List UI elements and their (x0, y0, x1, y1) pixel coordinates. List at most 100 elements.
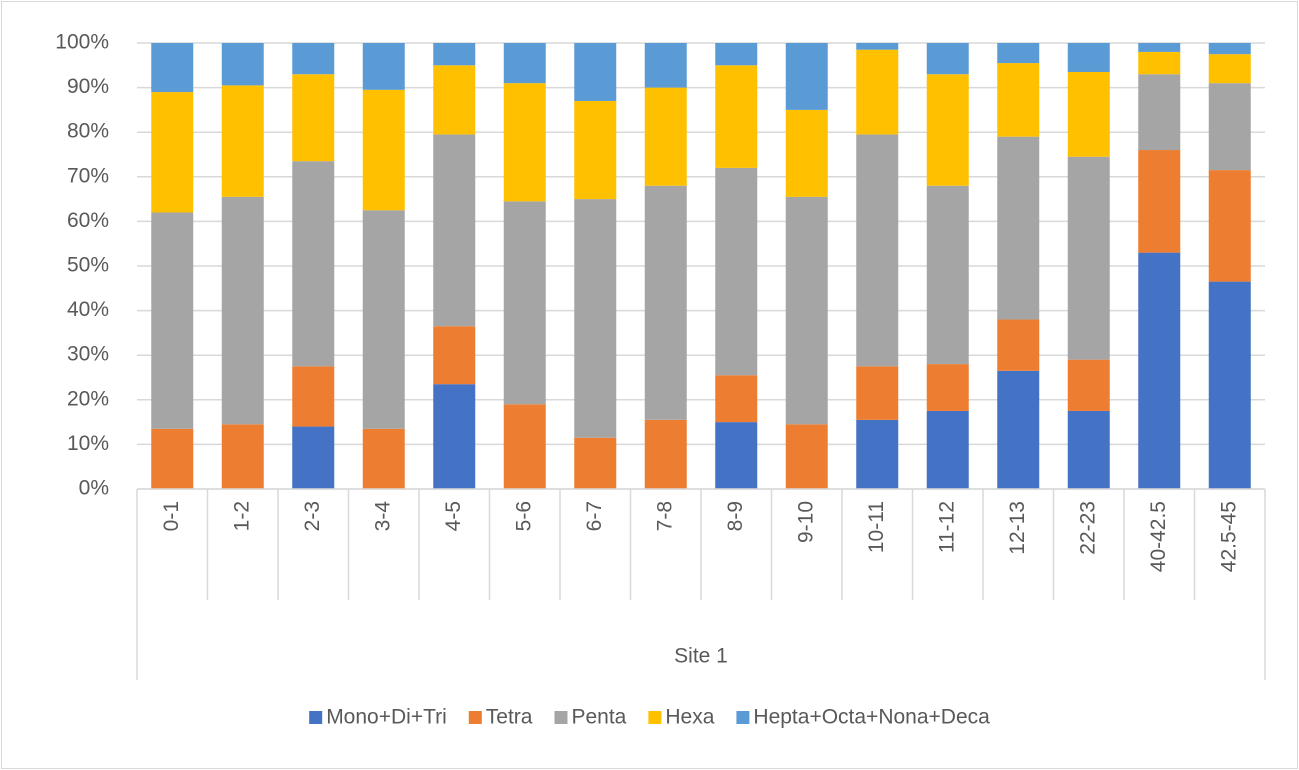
bar-segment (785, 196, 828, 425)
x-tick-label: 22-23 (1076, 501, 1099, 555)
x-tick-label: 6-7 (583, 501, 606, 531)
x-tick-label: 42.5-45 (1217, 501, 1240, 572)
bar-segment (1138, 150, 1181, 253)
legend-swatch (309, 711, 323, 724)
y-tick-label: 100% (55, 31, 109, 54)
bar-segment (856, 134, 899, 367)
bar-segment (574, 437, 617, 489)
bar-segment (221, 85, 264, 197)
bar-segment (997, 136, 1040, 320)
bar-segment (1067, 71, 1110, 157)
bar-segment (503, 83, 546, 202)
x-tick-label: 2-3 (301, 501, 324, 531)
bar-segment (151, 92, 194, 213)
bar-segment (1138, 43, 1181, 52)
x-tick-label: 8-9 (724, 501, 747, 531)
bar-segment (503, 201, 546, 405)
bar-segment (433, 326, 476, 385)
bar-segment (151, 212, 194, 429)
bar-segment (362, 428, 405, 489)
bar-segment (433, 384, 476, 489)
legend-label: Mono+Di+Tri (326, 706, 447, 729)
legend-swatch (736, 711, 750, 724)
bar-segment (1208, 170, 1251, 282)
x-axis-label: Site 1 (674, 645, 728, 668)
bar-segment (362, 89, 405, 211)
x-tick-label: 10-11 (865, 501, 888, 553)
x-tick-label: 9-10 (794, 501, 817, 543)
bar-segment (1208, 43, 1251, 55)
bar-segment (503, 43, 546, 84)
bar-segment (1138, 51, 1181, 75)
bar-segment (433, 43, 476, 66)
bar-segment (715, 375, 758, 423)
legend-swatch (554, 711, 568, 724)
bar-segment (715, 43, 758, 66)
bar-segment (715, 167, 758, 376)
bar-segment (1067, 43, 1110, 72)
y-tick-label: 50% (67, 254, 109, 277)
bar-segment (574, 43, 617, 101)
y-tick-label: 30% (67, 343, 109, 366)
bar-segment (221, 424, 264, 489)
bar-segment (997, 370, 1040, 489)
legend-label: Penta (571, 706, 626, 729)
bar-segment (926, 74, 969, 186)
bar-segment (292, 74, 335, 162)
bar-segment (644, 43, 687, 88)
bar-segment (292, 426, 335, 489)
bar-segment (1138, 252, 1181, 489)
x-tick-label: 5-6 (512, 501, 535, 531)
bar-segment (221, 43, 264, 86)
bar-segment (926, 364, 969, 411)
bar-segment (221, 196, 264, 425)
bar-segment (1208, 83, 1251, 171)
bar-segment (785, 109, 828, 197)
bar-segment (292, 43, 335, 75)
y-tick-label: 90% (67, 75, 109, 98)
bar-segment (362, 43, 405, 90)
x-tick-label: 1-2 (230, 501, 253, 531)
y-tick-label: 60% (67, 209, 109, 232)
y-tick-label: 70% (67, 164, 109, 187)
bar-segment (574, 199, 617, 438)
y-tick-label: 10% (67, 432, 109, 455)
bar-segment (1208, 281, 1251, 489)
bar-segment (503, 404, 546, 489)
legend-label: Tetra (486, 706, 533, 729)
bar-segment (1208, 54, 1251, 84)
bar-segment (856, 366, 899, 420)
bar-segment (362, 210, 405, 429)
legend-swatch (468, 711, 482, 724)
bar-segment (856, 49, 899, 135)
x-tick-label: 3-4 (371, 501, 394, 532)
bar-segment (997, 319, 1040, 371)
bar-segment (785, 43, 828, 110)
bar-segment (856, 419, 899, 489)
bar-segment (926, 185, 969, 365)
x-tick-label: 7-8 (653, 501, 676, 531)
bar-segment (1138, 74, 1181, 151)
bar-segment (856, 43, 899, 50)
bar-segment (715, 422, 758, 489)
bar-segment (292, 161, 335, 367)
bar-segment (433, 65, 476, 135)
bar-segment (644, 419, 687, 489)
bar-segment (1067, 410, 1110, 489)
bar-segment (433, 134, 476, 327)
bar-segment (997, 43, 1040, 64)
bar-segment (997, 63, 1040, 137)
bar-segment (1067, 156, 1110, 360)
y-tick-label: 80% (67, 120, 109, 143)
bar-segment (926, 410, 969, 489)
bar-segment (151, 428, 194, 489)
bar-segment (151, 43, 194, 93)
bar-segment (926, 43, 969, 75)
bar-segment (1067, 359, 1110, 411)
bar-segment (574, 100, 617, 200)
x-tick-label: 40-42.5 (1147, 501, 1170, 572)
bar-segment (644, 185, 687, 420)
bar-segment (715, 65, 758, 168)
legend-swatch (648, 711, 662, 724)
